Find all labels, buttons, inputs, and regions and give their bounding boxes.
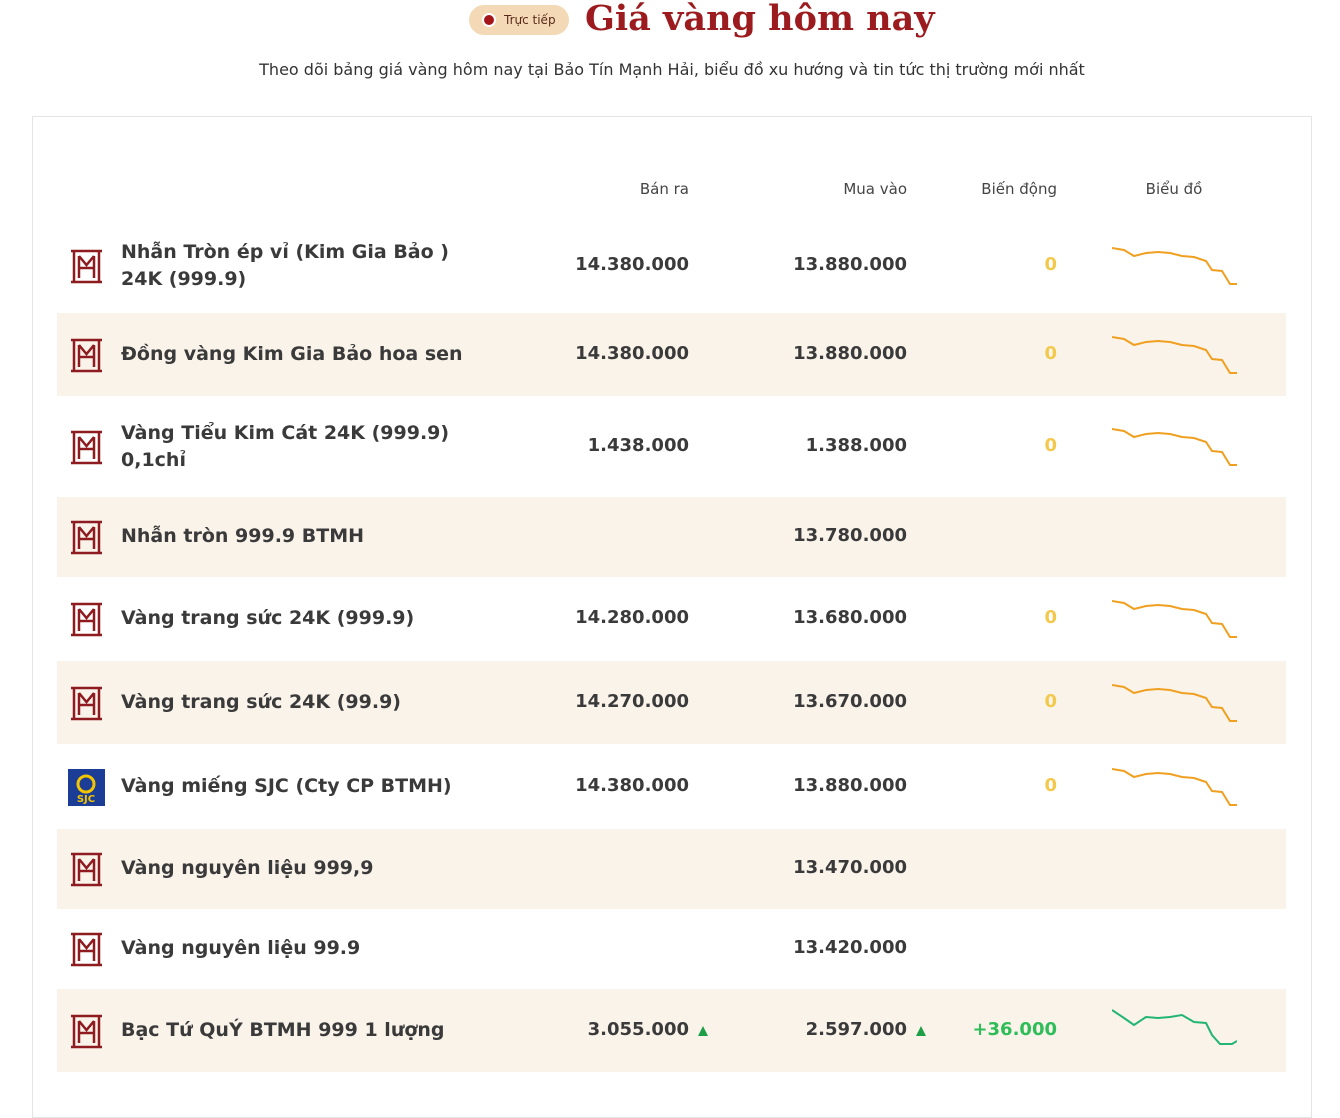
price-row: Vàng Tiểu Kim Cát 24K (999.9) 0,1chỉ 1.43… [57,397,1286,496]
up-arrow-shape [698,1025,708,1036]
up-arrow [916,1025,926,1036]
price-row: Nhẫn tròn 999.9 BTMH 13.780.000 [57,497,1286,577]
page: Giá vàng hôm nay {"header": {"badge": "T… [32,0,1312,1118]
sell-price: 1.438.000 [587,434,689,456]
price-change: 0 [1044,774,1057,796]
sparkline-path [1112,427,1237,466]
sparkline [1112,1008,1237,1045]
brand-logo [71,249,102,284]
product-name: Vàng Tiểu Kim Cát 24K (999.9) 0,1chỉ [121,421,450,471]
page-body: Trực tiếp Giá vàng hôm nay Theo dõi bảng… [32,0,1312,1118]
live-dot [484,15,494,25]
product-name: Vàng nguyên liệu 999,9 [121,857,374,879]
column-header: Biến động [981,180,1057,198]
sell-price: 14.380.000 [575,342,689,364]
price-change: 0 [1044,434,1057,456]
price-change: 0 [1044,606,1057,628]
sparkline [1112,683,1237,722]
brand-logo [71,338,102,372]
sell-price: 14.380.000 [575,254,689,275]
sparkline-path [1112,599,1237,638]
badge-text: Trực tiếp [504,13,556,27]
brand-logo: SJC [68,768,105,806]
up-arrow-shape [916,1025,926,1036]
price-row: Nhẫn Tròn ép vỉ (Kim Gia Bảo ) 24K (999.… [57,220,1286,312]
sparkline-path [1112,335,1237,374]
buy-price: 13.780.000 [793,525,907,546]
sparkline [1112,599,1237,638]
live-badge[interactable]: Trực tiếp [469,5,569,35]
sparkline-path [1112,247,1237,285]
logo-mark [71,1014,102,1048]
buy-price: 13.680.000 [793,606,907,628]
logo-mark [71,430,102,464]
logo-ring [76,774,96,793]
product-name: Nhẫn tròn 999.9 BTMH [121,525,365,547]
logo-text: SJC [77,794,95,805]
logo-mark [71,520,102,555]
brand-logo [71,686,102,720]
column-header: Biểu đồ [1145,180,1203,198]
brand-logo [71,520,102,555]
price-row: Bạc Tứ QuÝ BTMH 999 1 lượng 3.055.000 2.59… [57,989,1286,1072]
logo-mark [71,852,102,887]
product-name: Nhẫn Tròn ép vỉ (Kim Gia Bảo ) 24K (999.… [121,241,449,290]
price-row: Vàng trang sức 24K (99.9) 14.270.000 13.67… [57,661,1286,744]
price-change: 0 [1044,690,1057,712]
price-row: Vàng nguyên liệu 999,9 13.470.000 [57,829,1286,909]
brand-logo [71,602,102,636]
price-row: Vàng trang sức 24K (999.9) 14.280.000 13.6… [57,577,1286,660]
brand-logo [71,430,102,464]
logo-mark [71,602,102,636]
sparkline-path [1112,683,1237,722]
price-change: 0 [1044,254,1057,275]
logo-mark [71,932,102,967]
column-header: Mua vào [843,180,907,198]
buy-price: 13.880.000 [793,774,907,796]
product-name: Vàng trang sức 24K (999.9) [121,606,415,629]
sparkline [1112,335,1237,374]
buy-price: 13.470.000 [793,857,907,878]
product-name: Vàng nguyên liệu 99.9 [121,937,361,959]
product-name: Bạc Tứ QuÝ BTMH 999 1 lượng [121,1018,445,1041]
page-title: Giá vàng hôm nay [585,0,935,39]
buy-price: 13.670.000 [793,690,907,712]
brand-logo [71,932,102,967]
sell-price: 14.270.000 [575,690,689,712]
price-change: +36.000 [972,1018,1057,1040]
sparkline [1112,427,1237,466]
sparkline-path [1112,767,1237,806]
column-header: Bán ra [639,180,689,198]
price-change: 0 [1044,342,1057,364]
price-row: Đồng vàng Kim Gia Bảo hoa sen 14.380.000 1… [57,313,1286,396]
price-row: SJC Vàng miếng SJC (Cty CP BTMH) 14.380.00… [57,745,1286,828]
sparkline-path [1112,1008,1237,1045]
brand-logo [71,1014,102,1048]
buy-price: 1.388.000 [805,434,907,456]
logo-mark [71,338,102,372]
product-name: Vàng trang sức 24K (99.9) [121,690,401,713]
product-name: Đồng vàng Kim Gia Bảo hoa sen [121,342,463,365]
product-name: Vàng miếng SJC (Cty CP BTMH) [121,774,452,797]
sell-price: 14.380.000 [575,774,689,796]
logo-mark [71,686,102,720]
price-row: Vàng nguyên liệu 99.9 13.420.000 [57,909,1286,989]
up-arrow [698,1025,708,1036]
buy-price: 2.597.000 [805,1018,907,1040]
sell-price: 3.055.000 [587,1018,689,1040]
logo-mark [71,249,102,284]
brand-logo [71,852,102,887]
sparkline [1112,247,1237,285]
buy-price: 13.420.000 [793,937,907,958]
buy-price: 13.880.000 [793,342,907,364]
sparkline [1112,767,1237,806]
page-subtitle: Theo dõi bảng giá vàng hôm nay tại Bảo T… [259,60,1085,79]
sell-price: 14.280.000 [575,606,689,628]
buy-price: 13.880.000 [793,254,907,275]
